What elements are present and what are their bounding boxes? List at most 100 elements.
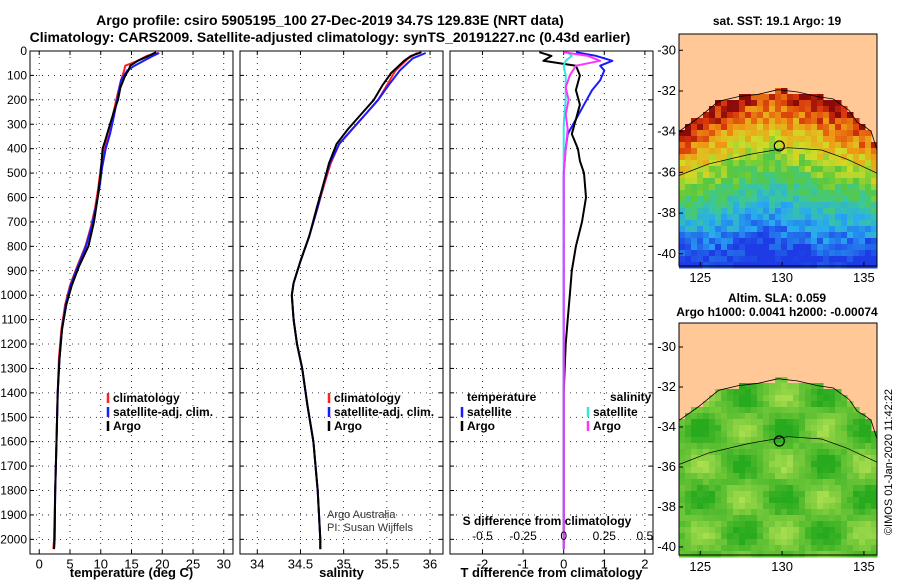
map-cell-sla xyxy=(757,425,764,432)
map-cell-sla xyxy=(685,455,692,462)
map-cell-sla xyxy=(829,407,836,414)
map-cell-sst xyxy=(841,202,848,209)
map-cell-sst xyxy=(871,250,878,257)
map-cell-sla xyxy=(679,431,686,438)
map-cell-sst xyxy=(847,244,854,251)
map-cell-sla xyxy=(763,407,770,414)
map-cell-sst xyxy=(715,220,722,227)
map-cell-sla xyxy=(679,551,686,558)
map-cell-sla xyxy=(745,413,752,420)
map-cell-sla xyxy=(775,383,782,390)
secondary-axis-title: S difference from climatology xyxy=(463,514,632,528)
map-cell-sla xyxy=(685,515,692,522)
map-cell-sla xyxy=(775,539,782,546)
map-cell-sla xyxy=(871,503,878,510)
map-cell-sst xyxy=(835,148,842,155)
map-cell-sst xyxy=(775,106,782,113)
map-cell-sst xyxy=(757,220,764,227)
map-cell-sst xyxy=(817,244,824,251)
map-cell-sla xyxy=(847,545,854,552)
map-cell-sla xyxy=(769,485,776,492)
map-cell-sla xyxy=(769,473,776,480)
map-cell-sla xyxy=(709,395,716,402)
map-cell-sst xyxy=(679,184,686,191)
map-cell-sst xyxy=(679,256,686,263)
map-cell-sst xyxy=(685,214,692,221)
map-cell-sla xyxy=(865,437,872,444)
map-cell-sla xyxy=(739,449,746,456)
map-cell-sla xyxy=(799,389,806,396)
map-cell-sst xyxy=(763,112,770,119)
map-cell-sst xyxy=(727,202,734,209)
map-cell-sst xyxy=(823,208,830,215)
map-cell-sla xyxy=(721,485,728,492)
map-y-tick-label-sst: -34 xyxy=(657,124,676,139)
map-cell-sla xyxy=(811,431,818,438)
map-cell-sla xyxy=(769,515,776,522)
map-cell-sla xyxy=(871,545,878,552)
map-cell-sst xyxy=(715,250,722,257)
map-cell-sla xyxy=(787,491,794,498)
map-cell-sst xyxy=(811,148,818,155)
map-cell-sst xyxy=(775,196,782,203)
map-cell-sst xyxy=(811,202,818,209)
map-cell-sst xyxy=(847,262,854,269)
x-tick-label-differences: 0 xyxy=(560,557,567,572)
map-cell-sla xyxy=(811,533,818,540)
map-cell-sla xyxy=(781,383,788,390)
map-cell-sst xyxy=(775,190,782,197)
map-cell-sla xyxy=(763,425,770,432)
map-cell-sla xyxy=(739,473,746,480)
map-cell-sla xyxy=(745,389,752,396)
map-cell-sst xyxy=(823,106,830,113)
map-cell-sla xyxy=(817,491,824,498)
map-cell-sst xyxy=(781,226,788,233)
map-cell-sla xyxy=(787,509,794,516)
map-cell-sla xyxy=(775,425,782,432)
map-cell-sla xyxy=(769,443,776,450)
map-cell-sla xyxy=(853,437,860,444)
map-cell-sst xyxy=(805,190,812,197)
map-cell-sst xyxy=(751,250,758,257)
map-cell-sst xyxy=(841,124,848,131)
map-cell-sla xyxy=(835,533,842,540)
map-cell-sla xyxy=(679,473,686,480)
map-cell-sla xyxy=(805,539,812,546)
map-cell-sst xyxy=(691,190,698,197)
map-cell-sst xyxy=(859,172,866,179)
map-cell-sst xyxy=(715,172,722,179)
map-cell-sst xyxy=(769,214,776,221)
map-cell-sst xyxy=(763,220,770,227)
map-cell-sst xyxy=(709,130,716,137)
map-cell-sst xyxy=(775,94,782,101)
map-cell-sst xyxy=(853,220,860,227)
map-cell-sst xyxy=(685,232,692,239)
series-line-differences-2 xyxy=(562,51,573,550)
map-cell-sst xyxy=(841,214,848,221)
map-cell-sla xyxy=(841,479,848,486)
map-cell-sla xyxy=(859,527,866,534)
map-cell-sst xyxy=(703,130,710,137)
map-cell-sla xyxy=(835,509,842,516)
map-cell-sst xyxy=(745,256,752,263)
map-cell-sla xyxy=(811,515,818,522)
map-cell-sst xyxy=(829,208,836,215)
map-cell-sla xyxy=(793,509,800,516)
map-cell-sla xyxy=(685,461,692,468)
map-cell-sst xyxy=(709,154,716,161)
map-cell-sla xyxy=(787,521,794,528)
map-cell-sst xyxy=(697,190,704,197)
map-cell-sla xyxy=(703,431,710,438)
map-cell-sst xyxy=(817,154,824,161)
map-cell-sla xyxy=(787,533,794,540)
map-cell-sla xyxy=(787,383,794,390)
map-cell-sla xyxy=(871,467,878,474)
map-cell-sla xyxy=(805,443,812,450)
map-cell-sla xyxy=(817,479,824,486)
map-cell-sla xyxy=(829,389,836,396)
map-cell-sla xyxy=(721,461,728,468)
map-cell-sla xyxy=(823,509,830,516)
map-cell-sla xyxy=(703,413,710,420)
map-cell-sla xyxy=(835,551,842,558)
map-cell-sst xyxy=(787,166,794,173)
